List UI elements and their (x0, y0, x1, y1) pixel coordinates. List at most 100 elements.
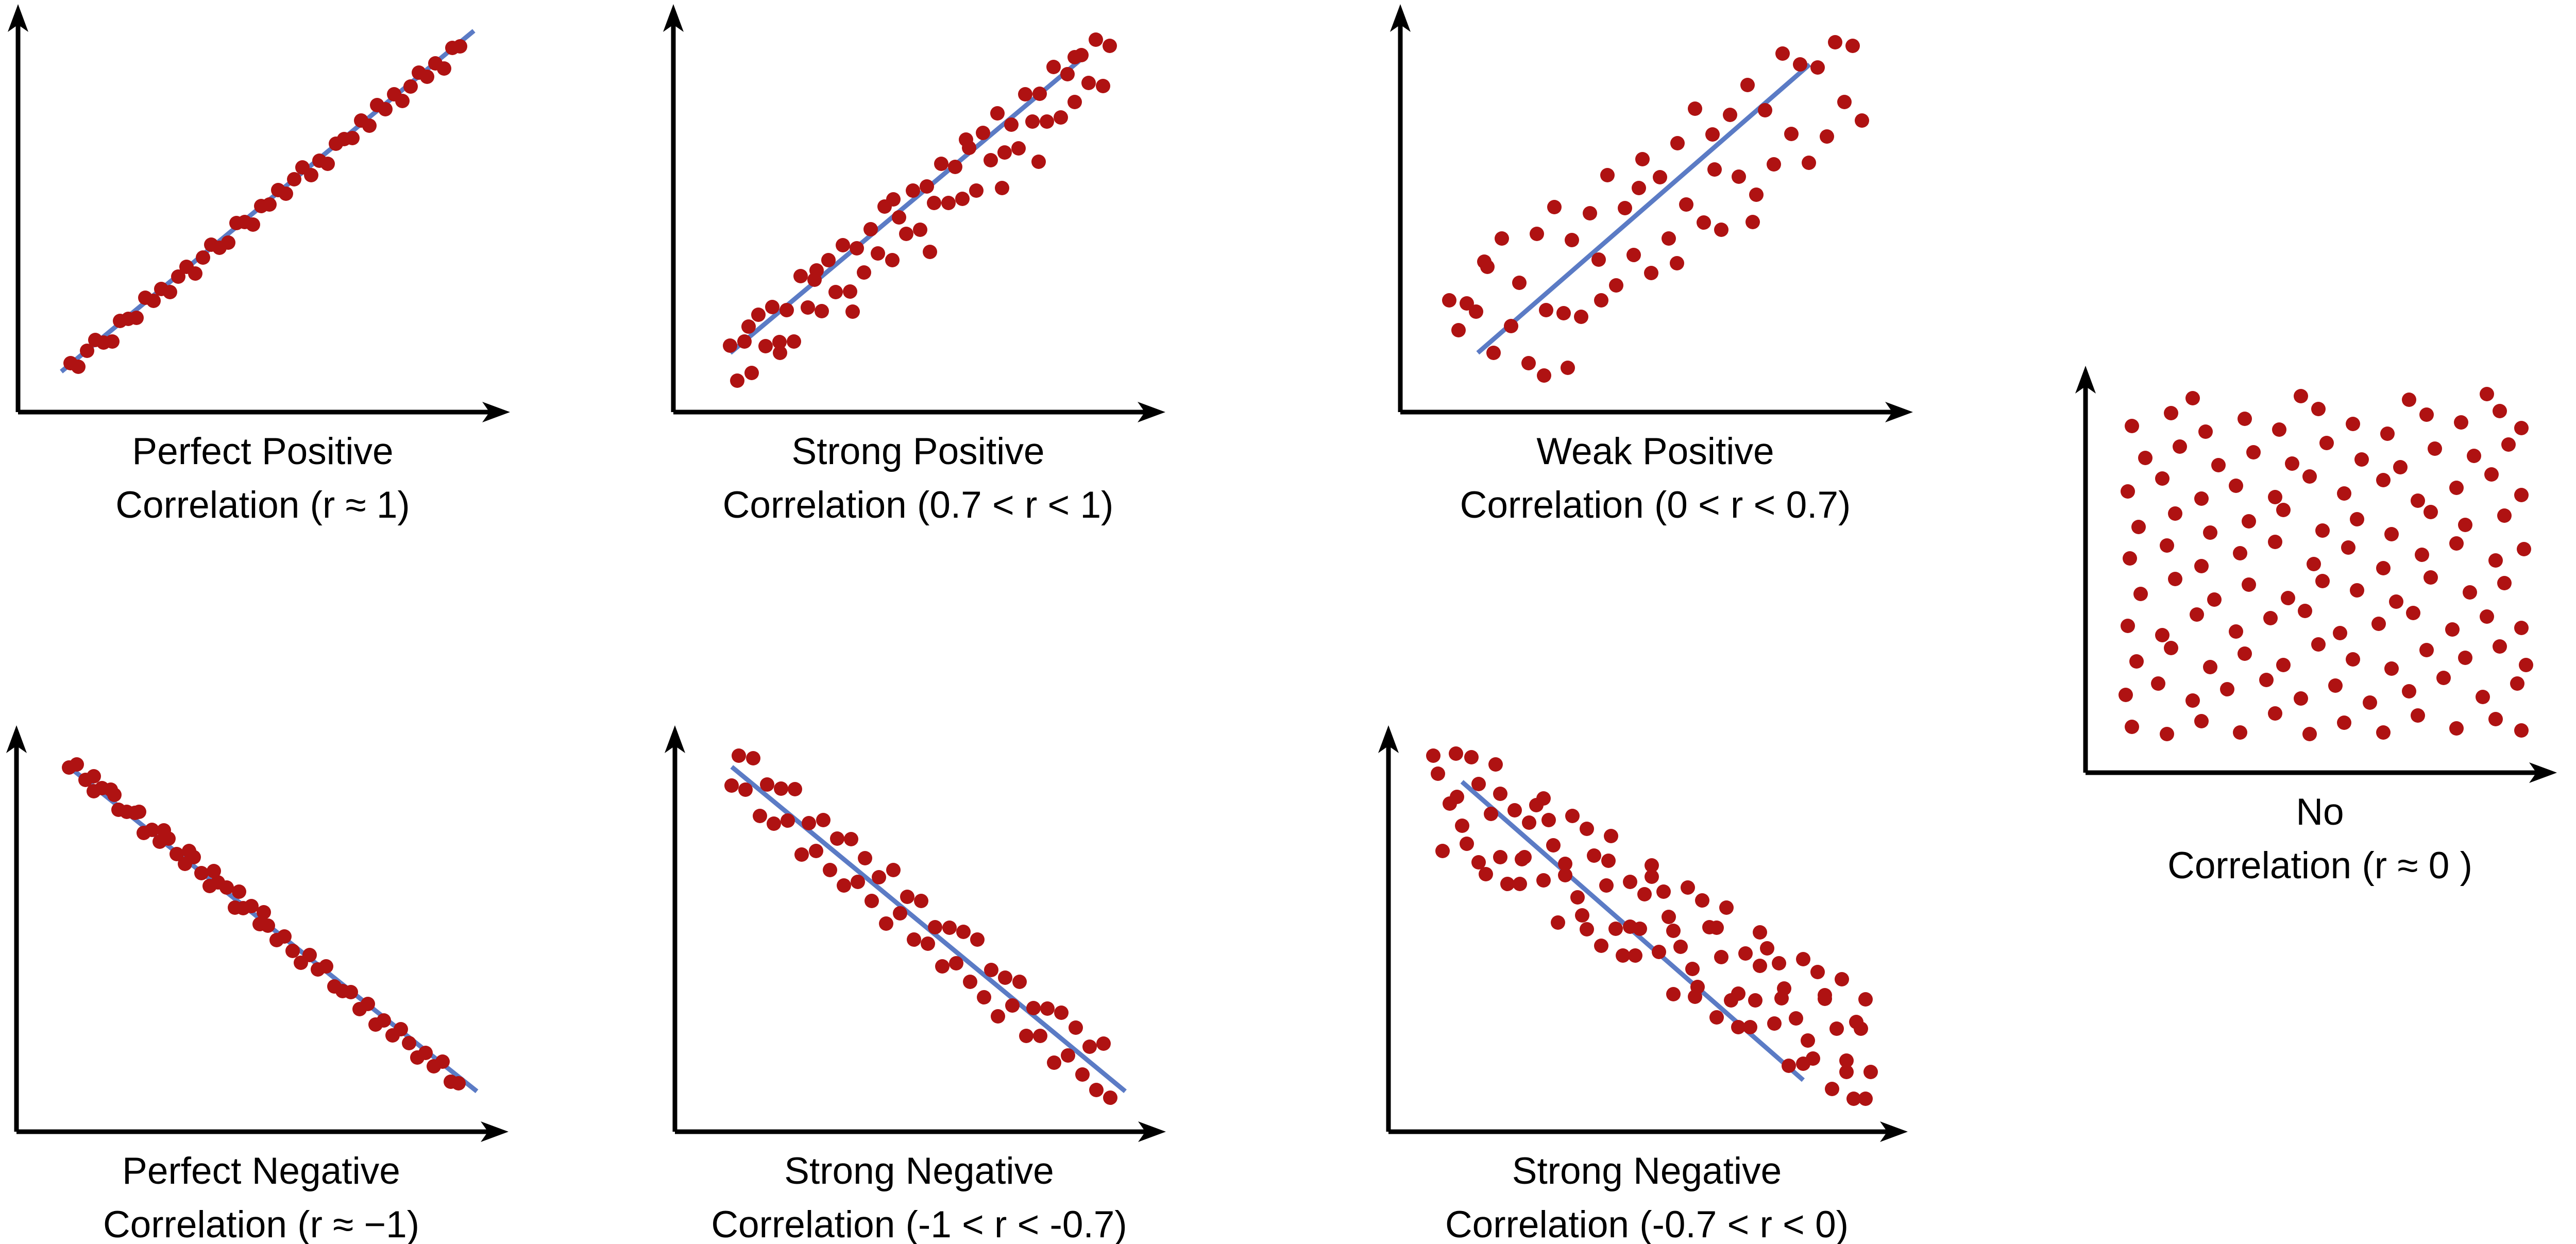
data-point (1053, 110, 1068, 125)
data-point (1503, 319, 1518, 334)
data-point (1745, 214, 1760, 229)
data-point (1082, 1039, 1097, 1054)
data-point (892, 906, 907, 921)
data-point (2123, 551, 2138, 566)
plot-area (37, 741, 490, 1114)
data-point (1032, 86, 1047, 101)
plot-caption: Strong Negative Correlation (-1 < r < -0… (652, 1145, 1187, 1244)
data-point (1546, 838, 1561, 853)
data-point (2155, 471, 2170, 486)
data-point (1601, 854, 1616, 868)
data-point (1845, 38, 1860, 53)
data-point (802, 816, 817, 831)
data-point (1748, 993, 1762, 1008)
data-point (1760, 941, 1775, 956)
data-point (1537, 368, 1552, 383)
data-point (2514, 420, 2529, 435)
data-point (1019, 1028, 1033, 1043)
scatter-plot-weak-positive: Weak Positive Correlation (0 < r < 0.7) (1390, 4, 1913, 526)
data-point (1738, 946, 1753, 961)
data-point (2458, 650, 2473, 665)
data-point (1635, 152, 1650, 167)
data-point (900, 889, 914, 904)
data-point (779, 303, 794, 318)
data-point (129, 310, 144, 325)
data-point (1714, 222, 1729, 237)
data-point (1810, 60, 1825, 75)
data-point (1018, 87, 1033, 101)
scatter-plot-strong-negative: Strong Negative Correlation (-1 < r < -0… (665, 725, 1166, 1244)
data-point (816, 812, 831, 827)
data-point (2229, 479, 2243, 493)
data-point (1796, 952, 1811, 967)
data-point (1468, 304, 1483, 319)
data-point (1679, 197, 1694, 212)
axes (665, 725, 1166, 1142)
data-point (2453, 415, 2468, 430)
data-point (1046, 60, 1061, 75)
data-point (1608, 921, 1623, 936)
data-point (2168, 506, 2183, 521)
data-point (907, 932, 922, 947)
data-point (1707, 162, 1722, 177)
data-point (1772, 956, 1787, 970)
scatter-plot-strong-positive: Strong Positive Correlation (0.7 < r < 1… (663, 4, 1165, 526)
data-point (2501, 437, 2516, 452)
data-point (1507, 803, 1522, 817)
data-point (196, 250, 211, 265)
data-point (808, 844, 823, 859)
data-point (886, 192, 901, 207)
data-point (403, 79, 418, 94)
data-point (1609, 278, 1624, 293)
data-point (914, 893, 929, 908)
y-axis-arrowhead-icon (8, 4, 28, 32)
data-point (886, 863, 901, 878)
data-point (1594, 939, 1609, 953)
data-point (2125, 419, 2140, 433)
data-point (2428, 441, 2443, 456)
y-axis-arrowhead-icon (1390, 4, 1411, 32)
x-axis-arrowhead-icon (1138, 1121, 1166, 1142)
data-point (2302, 727, 2317, 742)
data-point (1089, 1082, 1104, 1097)
x-axis-arrowhead-icon (482, 402, 510, 422)
data-point (1818, 987, 1833, 1002)
data-point (899, 226, 913, 241)
data-point (1500, 877, 1515, 892)
data-point (1652, 944, 1667, 959)
data-point (2294, 691, 2308, 706)
data-point (2267, 534, 2282, 549)
plot-caption: Strong Negative Correlation (-0.7 < r < … (1365, 1145, 1928, 1244)
data-point (2185, 693, 2200, 708)
data-point (1536, 873, 1551, 888)
data-point (2259, 673, 2274, 687)
data-point (2493, 404, 2507, 418)
scatter-plot-no-correlation: No Correlation (r ≈ 0 ) (2075, 366, 2557, 887)
plot-caption-line2: Correlation (r ≈ −1) (103, 1204, 420, 1244)
data-point (885, 253, 900, 268)
data-point (451, 1076, 466, 1090)
data-point (132, 804, 146, 819)
data-point (765, 299, 780, 314)
data-point (984, 962, 999, 977)
data-point (1040, 1001, 1055, 1016)
data-point (2402, 684, 2416, 698)
data-point (1834, 972, 1849, 987)
data-point (219, 880, 234, 895)
data-point (2341, 540, 2356, 555)
data-point (990, 106, 1005, 121)
data-point (1685, 962, 1700, 977)
data-point (1565, 809, 1580, 824)
data-point (2514, 488, 2529, 503)
data-point (1863, 1064, 1878, 1079)
data-point (277, 929, 292, 944)
data-point (1632, 181, 1647, 196)
data-point (1102, 38, 1117, 53)
data-point (1547, 199, 1562, 214)
data-point (181, 843, 196, 858)
data-point (1802, 156, 1817, 171)
data-point (2168, 572, 2183, 587)
data-point (1662, 231, 1676, 246)
y-axis-arrowhead-icon (663, 4, 684, 32)
data-point (2233, 546, 2248, 560)
